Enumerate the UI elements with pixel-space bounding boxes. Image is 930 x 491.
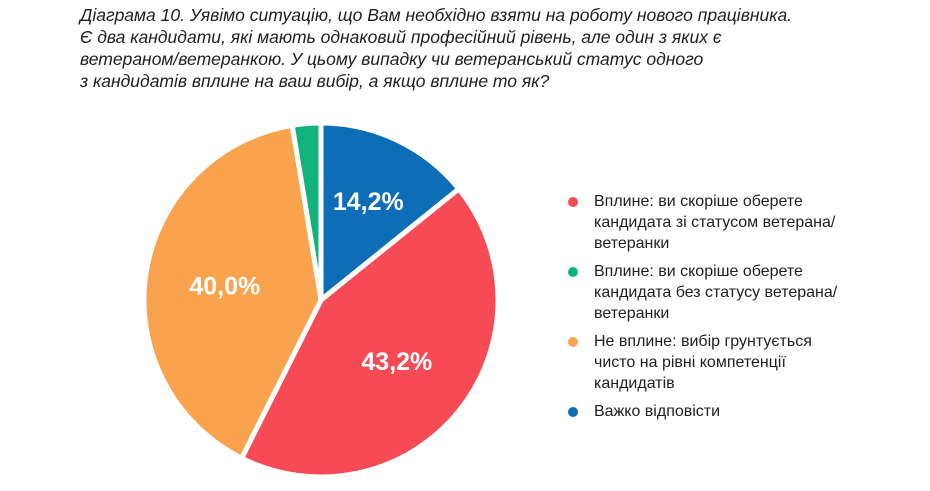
legend-label-line: Важко відповісти: [594, 403, 721, 420]
chart-title: Діаграма 10. Уявімо ситуацію, що Вам нео…: [80, 4, 840, 92]
legend-item-no-influence: Не вплине: вибір грунтується чисто на рі…: [568, 331, 898, 394]
legend-marker: [568, 267, 578, 277]
chart-title-line: з кандидатів вплине на ваш вибір, а якщо…: [80, 71, 550, 91]
pie-data-label: 40,0%: [189, 272, 260, 300]
chart-title-line: ветераном/ветеранкою. У цьому випадку чи…: [80, 49, 704, 69]
legend-label-line: ветеранки: [594, 235, 670, 252]
legend-label-line: ветеранки: [594, 305, 670, 322]
legend-label-line: Вплине: ви скоріше оберете: [594, 193, 803, 210]
pie-slice-without-veteran-status: [289, 120, 324, 303]
legend-label-line: кандидата без статусу ветерана/: [594, 284, 838, 301]
legend-label-line: Не вплине: вибір грунтується: [594, 333, 812, 350]
chart-title-line: Є два кандидати, які мають однаковий про…: [80, 27, 722, 47]
legend: Вплине: ви скоріше оберете кандидата зі …: [568, 191, 898, 429]
pie-slice-no-influence: [141, 122, 324, 461]
legend-item-hard-to-say: Важко відповісти: [568, 401, 898, 422]
chart-title-line: Діаграма 10. Уявімо ситуацію, що Вам нео…: [80, 5, 793, 25]
legend-item-with-veteran-status: Вплине: ви скоріше оберете кандидата зі …: [568, 191, 898, 254]
legend-label-line: Вплине: ви скоріше оберете: [594, 263, 803, 280]
legend-marker: [568, 407, 578, 417]
pie-data-label: 14,2%: [333, 188, 404, 216]
legend-marker: [568, 337, 578, 347]
pie-slice-with-veteran-status: [239, 186, 501, 480]
legend-label-line: чисто на рівні компетенції: [594, 354, 786, 371]
legend-label-line: кандидатів: [594, 375, 675, 392]
legend-marker: [568, 197, 578, 207]
legend-item-without-veteran-status: Вплине: ви скоріше оберете кандидата без…: [568, 261, 898, 324]
legend-label-line: кандидата зі статусом ветерана/: [594, 214, 836, 231]
pie-slice-hard-to-say: [318, 120, 462, 303]
pie-data-label: 43,2%: [361, 348, 432, 376]
